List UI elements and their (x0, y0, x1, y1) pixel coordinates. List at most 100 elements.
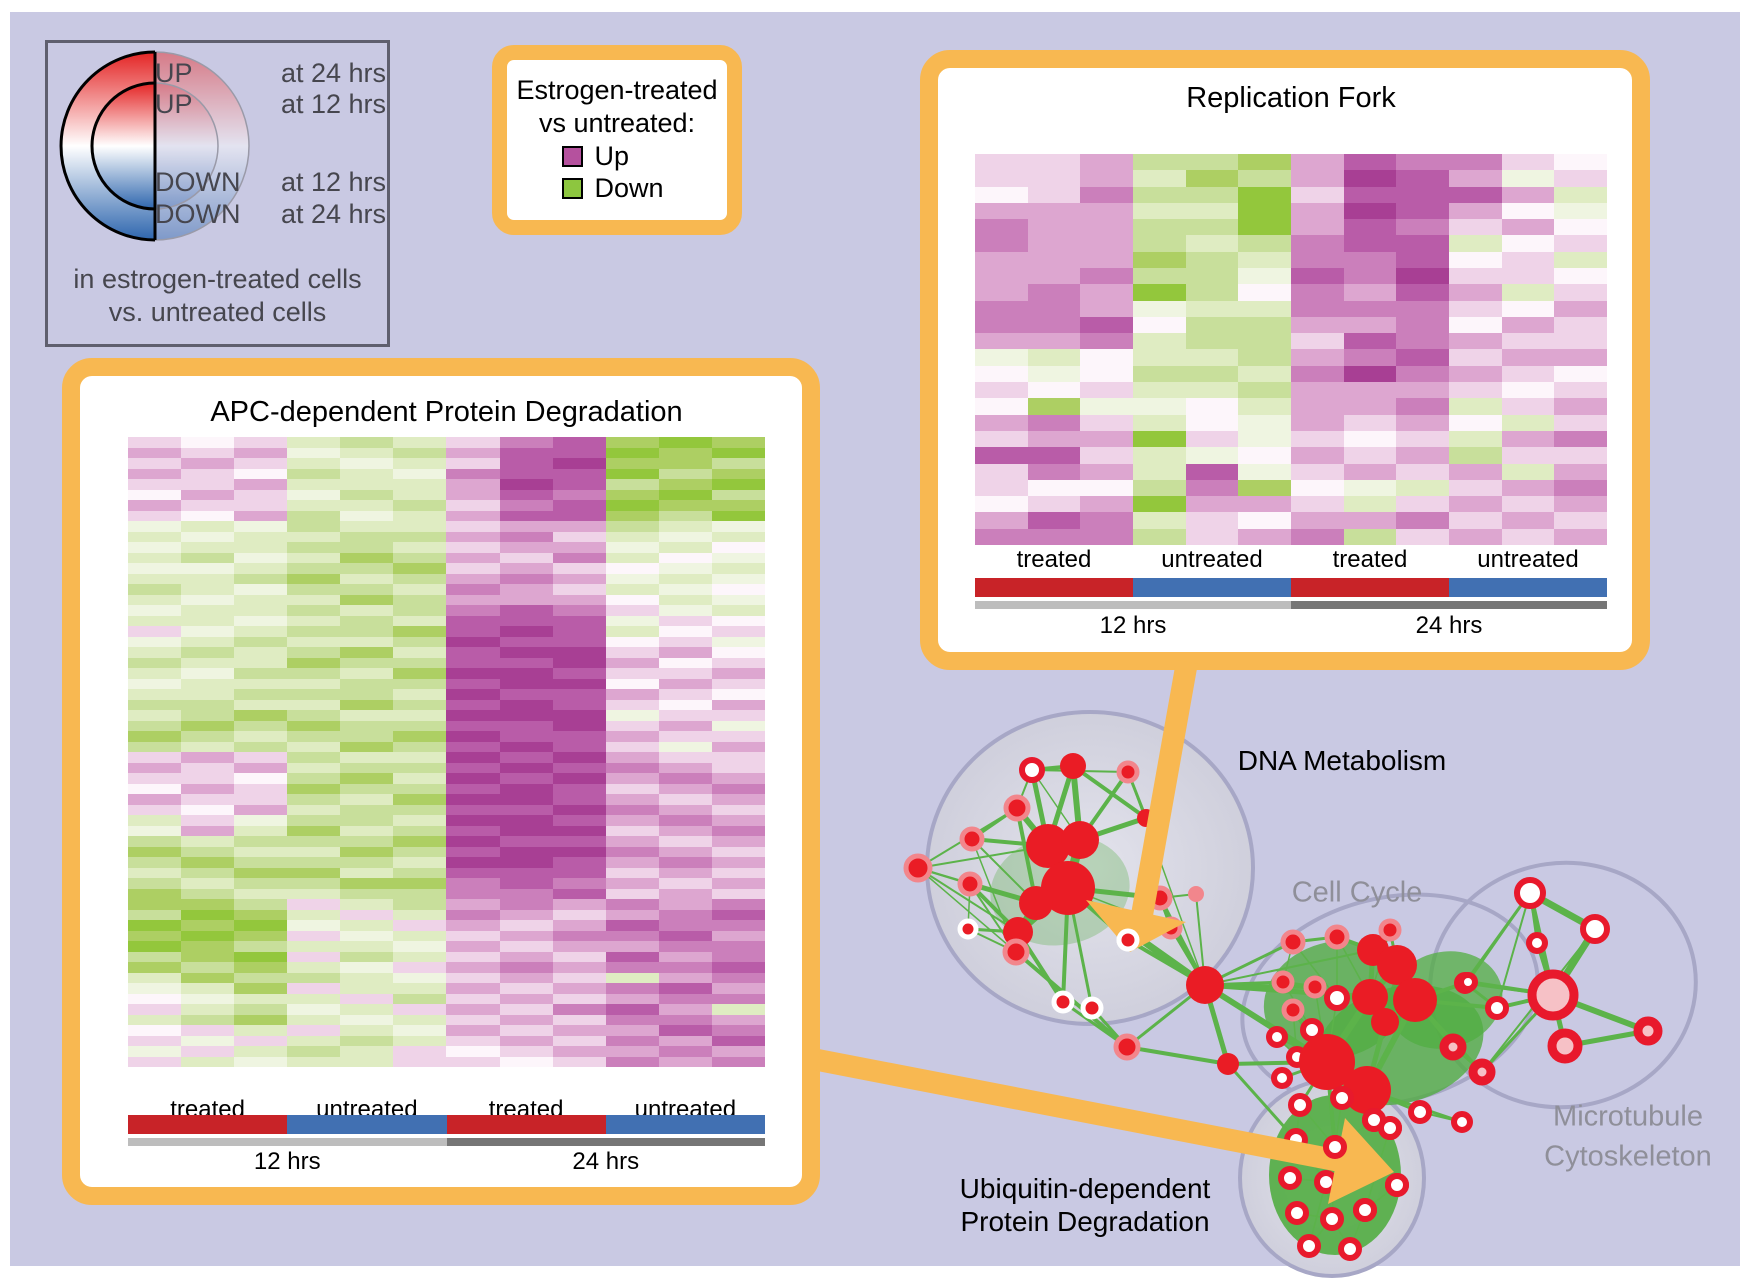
heatmap-cell (340, 836, 394, 847)
heatmap-cell (446, 636, 500, 647)
heatmap-cell (181, 447, 235, 458)
heatmap-cell (1554, 447, 1607, 464)
heatmap-cell (393, 794, 447, 805)
heatmap-cell (605, 794, 659, 805)
heatmap-cell (393, 993, 447, 1004)
heatmap-cell (552, 531, 606, 542)
heatmap-cell (181, 962, 235, 973)
heatmap-cell (287, 720, 341, 731)
heatmap-cell (1449, 154, 1502, 171)
heatmap-cell (975, 251, 1028, 269)
heatmap-cell (393, 657, 447, 668)
heatmap-cell (605, 605, 659, 616)
heatmap-cell (393, 710, 447, 721)
heatmap-cell (1291, 251, 1344, 269)
heatmap-cell (499, 720, 553, 731)
heatmap-cell (605, 437, 659, 448)
heatmap-cell (181, 1046, 235, 1057)
heatmap-cell (1501, 447, 1555, 464)
heatmap-cell (1501, 284, 1555, 301)
heatmap-cell (234, 888, 288, 899)
heatmap-cell (393, 731, 447, 742)
heatmap-cell (1291, 414, 1344, 431)
heatmap-cell (552, 447, 606, 458)
heatmap-cell (499, 657, 553, 668)
heatmap-cell (393, 773, 447, 784)
heatmap-cell (975, 333, 1028, 350)
heatmap-cell (287, 563, 341, 574)
heatmap-cell (1396, 479, 1449, 497)
heatmap-cell (499, 1004, 553, 1015)
heatmap-cell (605, 1046, 659, 1057)
heatmap-cell (446, 584, 500, 595)
heatmap-cell (1080, 528, 1133, 545)
heatmap-cell (552, 815, 606, 826)
heatmap-cell (499, 825, 553, 836)
heatmap-cell (181, 615, 235, 626)
heatmap-cell (1080, 219, 1133, 236)
heatmap-cell (1449, 186, 1502, 203)
heatmap-cell (552, 720, 606, 731)
heatmap-cell (1291, 219, 1344, 236)
heatmap-cell (1449, 365, 1502, 383)
heatmap-cell (234, 437, 288, 448)
heatmap-cell (658, 489, 712, 500)
heatmap-cell (1554, 430, 1607, 448)
condition-group-bar (1133, 578, 1291, 597)
heatmap-cell (1554, 186, 1607, 203)
heatmap-cell (605, 699, 659, 710)
heatmap-cell (128, 699, 182, 710)
heatmap-cell (711, 867, 765, 878)
heatmap-cell (1185, 170, 1239, 187)
heatmap-cell (1501, 479, 1555, 497)
heatmap-cell (1343, 186, 1397, 203)
heatmap-cell (658, 1025, 712, 1036)
estrogen-legend: Estrogen-treated vs untreated: Up Down (492, 45, 742, 235)
heatmap-cell (181, 888, 235, 899)
heatmap-cell (605, 951, 659, 962)
heatmap-cell (234, 825, 288, 836)
heatmap-cell (181, 1056, 235, 1067)
heatmap-cell (711, 878, 765, 889)
heatmap-cell (658, 657, 712, 668)
heatmap-cell (287, 542, 341, 553)
heatmap-cell (552, 626, 606, 637)
heatmap-cell (499, 615, 553, 626)
heatmap-cell (234, 762, 288, 773)
heatmap-cell (393, 920, 447, 931)
heatmap-cell (1554, 284, 1607, 301)
heatmap-cell (605, 594, 659, 605)
heatmap-cell (1027, 463, 1081, 480)
heatmap-cell (552, 584, 606, 595)
heatmap-cell (446, 1056, 500, 1067)
heatmap-cell (340, 899, 394, 910)
heatmap-cell (499, 699, 553, 710)
heatmap-cell (340, 1004, 394, 1015)
heatmap-cell (340, 647, 394, 658)
heatmap-cell (446, 594, 500, 605)
heatmap-cell (234, 510, 288, 521)
heatmap-cell (340, 962, 394, 973)
heatmap-cell (1238, 463, 1291, 480)
heatmap-cell (340, 825, 394, 836)
heatmap-cell (340, 983, 394, 994)
heatmap-cell (287, 983, 341, 994)
heatmap-cell (975, 268, 1028, 285)
heatmap-cell (234, 878, 288, 889)
condition-group-label: treated (1016, 546, 1092, 573)
heatmap-cell (181, 573, 235, 584)
heatmap-cell (658, 584, 712, 595)
heatmap-cell (605, 573, 659, 584)
heatmap-cell (446, 1035, 500, 1046)
heatmap-cell (1554, 512, 1607, 529)
time-group-label: 24 hrs (1415, 612, 1483, 639)
heatmap-cell (711, 584, 765, 595)
heatmap-cell (711, 689, 765, 700)
heatmap-cell (711, 783, 765, 794)
up-color-swatch (561, 145, 583, 167)
heatmap-cell (552, 1046, 606, 1057)
heatmap-cell (340, 731, 394, 742)
heatmap-cell (1185, 398, 1239, 415)
heatmap-cell (711, 752, 765, 763)
heatmap-cell (499, 542, 553, 553)
